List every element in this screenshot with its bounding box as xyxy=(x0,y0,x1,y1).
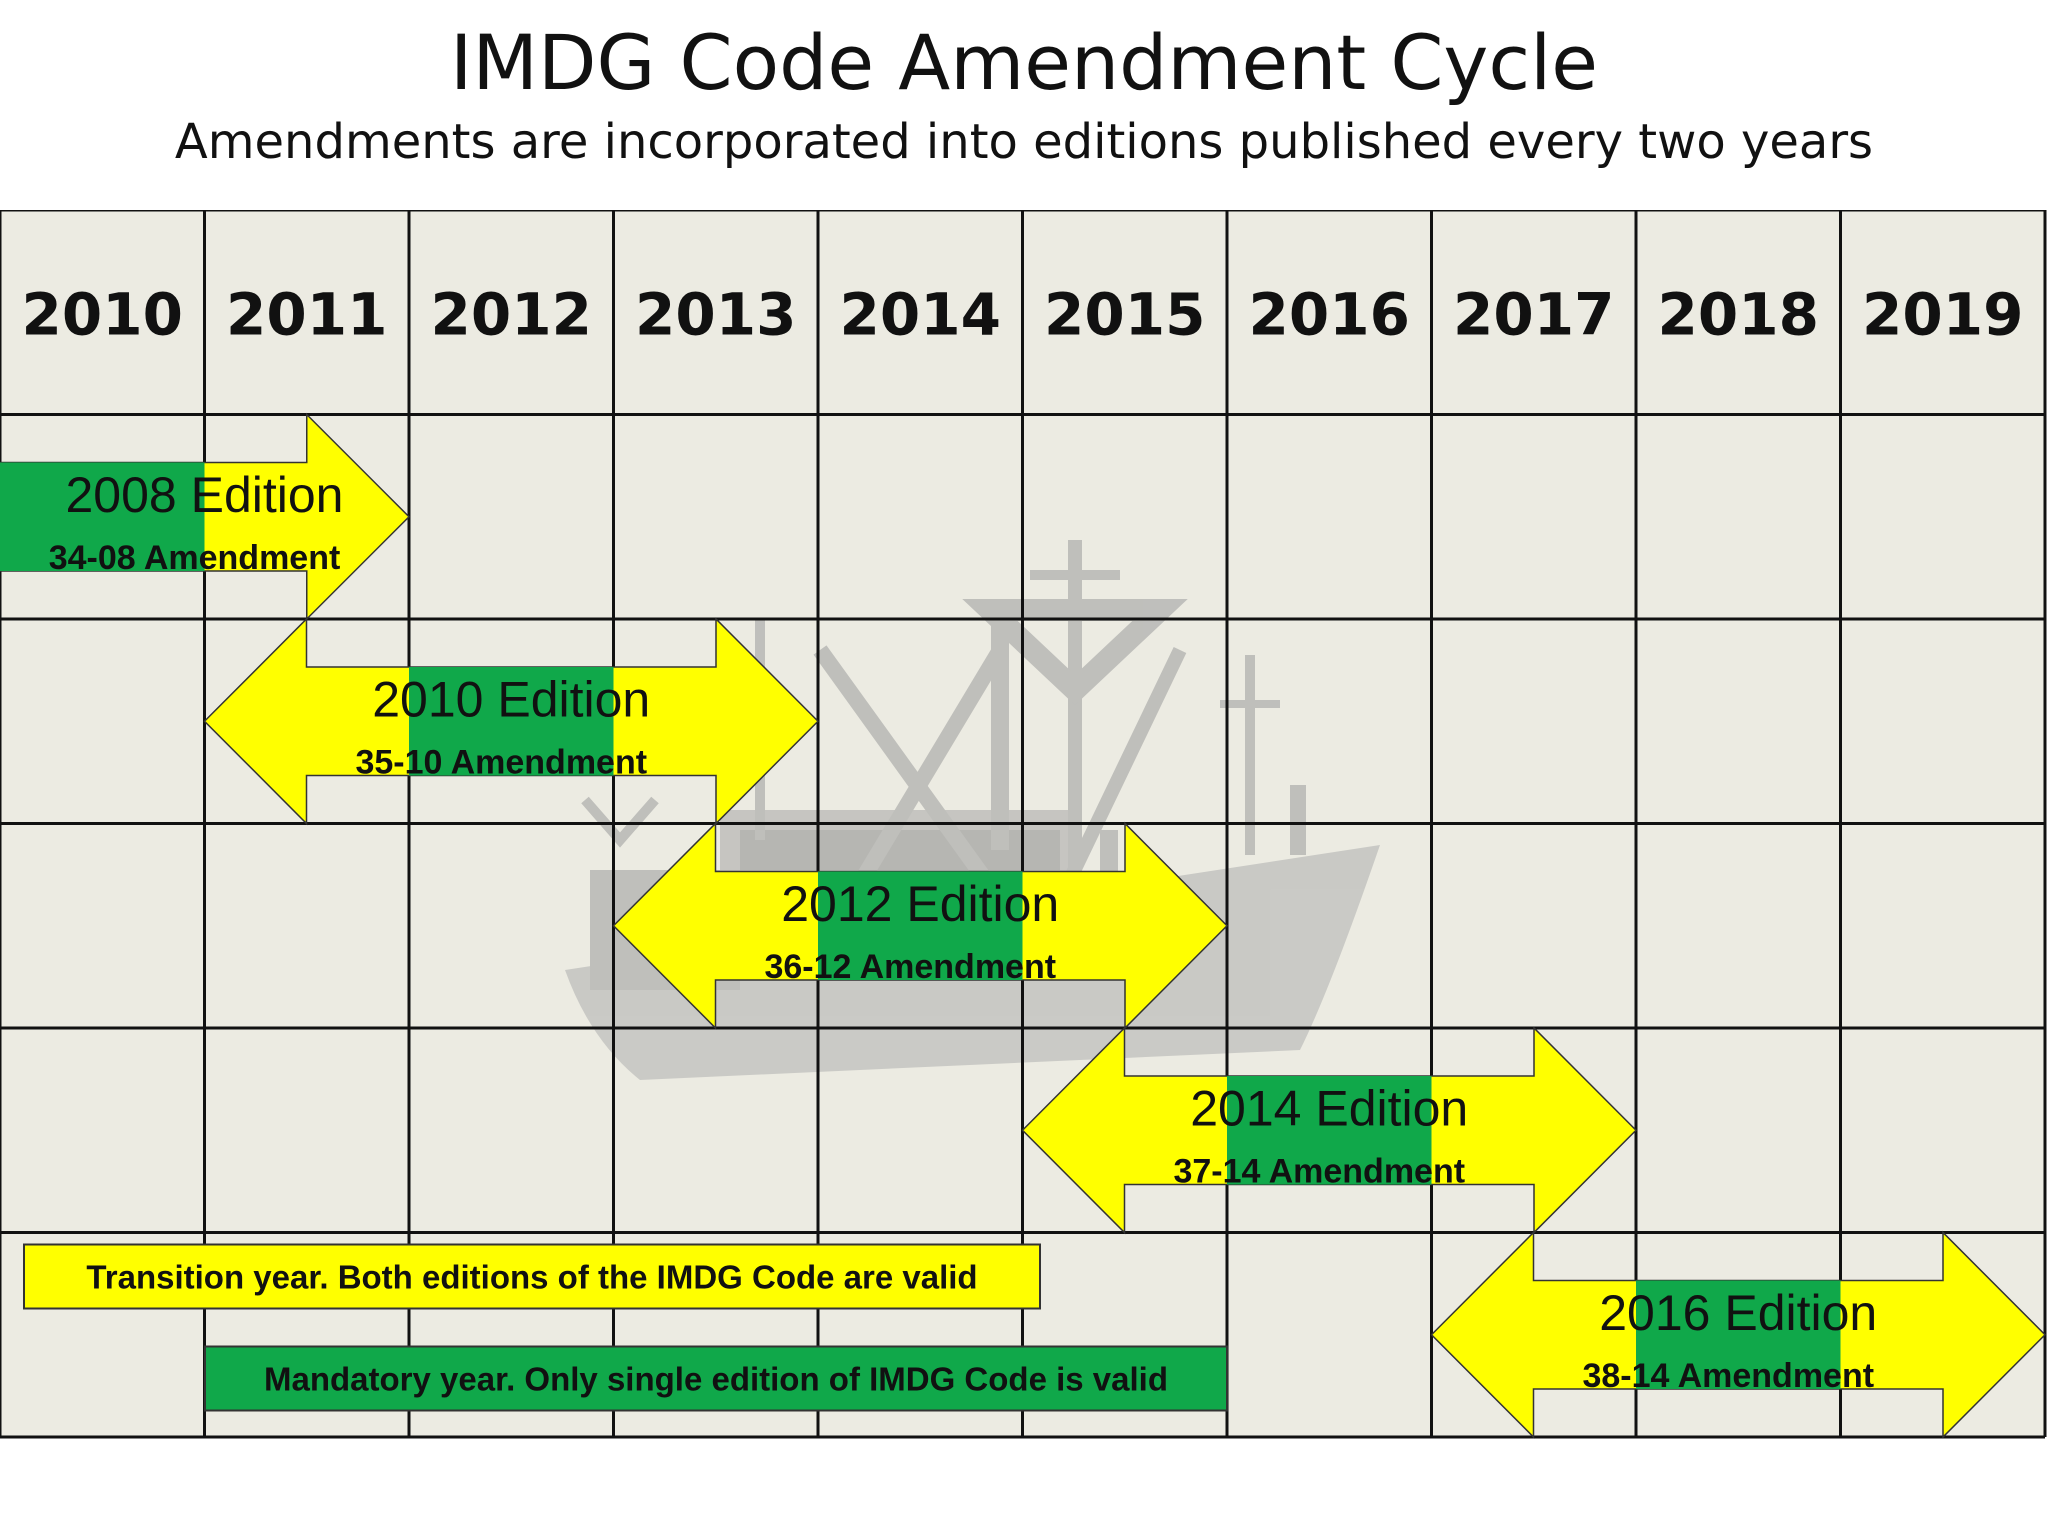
edition-title: 2016 Edition xyxy=(1599,1285,1877,1341)
edition-arrow-2010: 2010 Edition 35-10 Amendment xyxy=(203,617,820,826)
mandatory-band xyxy=(409,667,614,776)
page-subtitle: Amendments are incorporated into edition… xyxy=(174,114,1874,170)
edition-title: 2008 Edition xyxy=(65,467,343,523)
year-label-2013: 2013 xyxy=(635,280,796,348)
edition-amendment: 35-10 Amendment xyxy=(355,743,647,781)
edition-amendment: 37-14 Amendment xyxy=(1173,1152,1465,1190)
amendment-timeline: 2010 2011 2012 2013 2014 2015 2016 2017 2018 2019… xyxy=(0,210,2048,1440)
mandatory-band xyxy=(818,871,1023,980)
mandatory-band xyxy=(1227,1076,1432,1185)
mandatory-band xyxy=(1636,1280,1841,1389)
edition-amendment: 38-14 Amendment xyxy=(1582,1357,1874,1395)
year-label-2015: 2015 xyxy=(1044,280,1205,348)
edition-title: 2012 Edition xyxy=(781,876,1059,932)
year-label-2017: 2017 xyxy=(1453,280,1614,348)
year-label-2018: 2018 xyxy=(1658,280,1819,348)
edition-arrow-2012: 2012 Edition 36-12 Amendment xyxy=(612,821,1229,1030)
year-label-2014: 2014 xyxy=(840,280,1001,348)
year-label-2019: 2019 xyxy=(1862,280,2023,348)
edition-arrow-2014: 2014 Edition 37-14 Amendment xyxy=(1021,1026,1638,1235)
edition-arrow-2016: 2016 Edition 38-14 Amendment xyxy=(1430,1230,2047,1439)
legend-transition-text: Transition year. Both editions of the IM… xyxy=(86,1259,977,1296)
edition-amendment: 36-12 Amendment xyxy=(764,948,1056,986)
page-title: IMDG Code Amendment Cycle xyxy=(449,18,1599,107)
legend-mandatory-box xyxy=(204,1345,1228,1412)
year-label-2016: 2016 xyxy=(1249,280,1410,348)
edition-arrow-2008: 2008 Edition 34-08 Amendment xyxy=(0,412,411,621)
year-label-2010: 2010 xyxy=(22,280,183,348)
edition-amendment: 34-08 Amendment xyxy=(49,539,341,577)
edition-title: 2010 Edition xyxy=(372,671,650,727)
legend-mandatory-text: Mandatory year. Only single edition of I… xyxy=(264,1361,1168,1398)
year-label-2012: 2012 xyxy=(431,280,592,348)
legend-transition-box xyxy=(23,1243,1041,1310)
mandatory-band xyxy=(0,462,205,571)
year-label-2011: 2011 xyxy=(226,280,387,348)
edition-title: 2014 Edition xyxy=(1190,1080,1468,1136)
